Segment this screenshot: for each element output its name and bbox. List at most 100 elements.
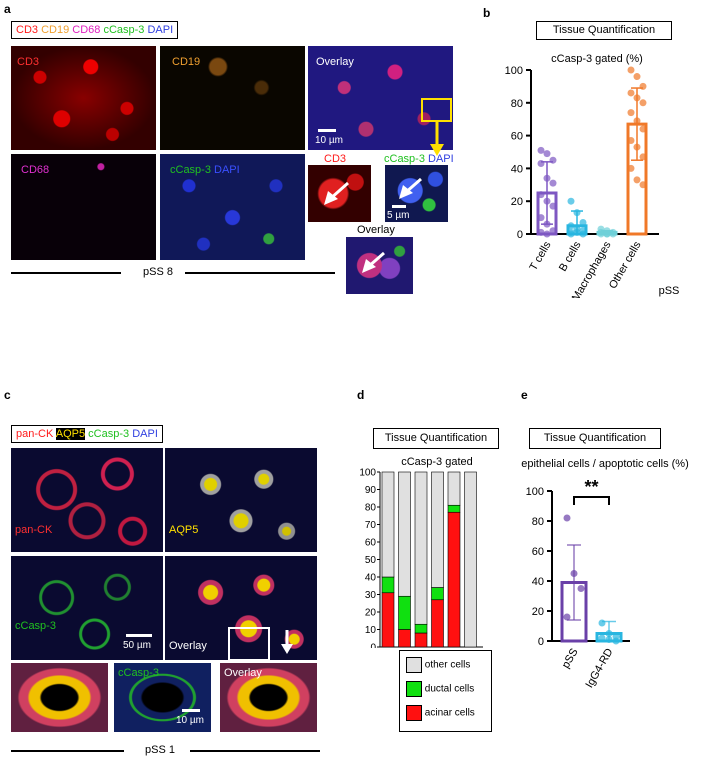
chart-d-ytick-label: 0	[370, 643, 376, 649]
panel-d-letter: d	[357, 388, 365, 402]
chart-b-ytick-label: 40	[511, 163, 523, 175]
chart-b-point	[543, 197, 551, 205]
zoom-region-box-c	[228, 627, 270, 660]
scale-label-50um: 50 µm	[123, 640, 151, 651]
scale-bar-50um	[126, 634, 152, 637]
chart-e-ytick-label: 40	[532, 576, 544, 588]
chart-d-title: cCasp-3 gated	[401, 456, 473, 468]
chart-d-ytick-label: 70	[365, 520, 377, 531]
chart-d-ytick-label: 80	[365, 503, 377, 514]
panel-b-title-box: Tissue Quantification	[536, 21, 672, 40]
chart-d-bar-segment	[464, 471, 477, 648]
micrograph-panck: pan-CK	[11, 448, 163, 552]
chart-b-point	[639, 82, 647, 90]
zoom-label-ccasp3-dapi: cCasp-3 DAPI	[384, 153, 454, 165]
chart-b-point	[537, 191, 545, 199]
chart-e-xtick-label: IgG4-RD	[584, 646, 616, 690]
scale-bar-5um	[392, 205, 406, 208]
chart-e-point	[605, 636, 613, 643]
legend-ccasp3-c: cCasp-3	[88, 428, 130, 440]
chart-b-title: cCasp-3 gated (%)	[551, 53, 643, 65]
chart-b-point	[627, 66, 635, 74]
chart-b-point	[573, 209, 581, 217]
chart-b-point	[567, 222, 575, 230]
zoom-label-dapi: DAPI	[428, 153, 454, 165]
chart-b-point	[639, 125, 647, 133]
chart-d-bar-segment	[414, 623, 428, 634]
chart-b-point	[609, 230, 617, 238]
zoom-label-ccasp3: cCasp-3	[384, 153, 425, 165]
sample-label-c: pSS 1	[145, 744, 175, 756]
chart-e-significance-label: **	[584, 477, 598, 497]
zoom-overlay	[346, 237, 413, 294]
chart-d-bar-segment	[381, 592, 395, 648]
chart-d-bar-segment	[414, 471, 428, 625]
panel-c-letter: c	[4, 388, 11, 402]
panel-d-legend: other cells ductal cells acinar cells	[399, 650, 492, 732]
chart-b-point	[627, 137, 635, 145]
chart-b-xlabel: pSS	[659, 285, 680, 297]
chart-b-point	[633, 176, 641, 184]
chart-b-point	[537, 214, 545, 222]
chart-b-ytick-label: 20	[511, 196, 523, 208]
tile-label-overlay-c: Overlay	[169, 640, 207, 652]
chart-e-ytick-label: 0	[538, 636, 544, 648]
legend-panck: pan-CK	[16, 428, 54, 440]
chart-b-point	[543, 220, 551, 228]
micrograph-overlay-c: Overlay	[165, 556, 317, 660]
zoom-arrow	[430, 120, 444, 156]
micrograph-ccasp3-c: cCasp-3 50 µm	[11, 556, 163, 660]
swatch-other	[406, 657, 422, 673]
tile-label-ccasp3-c: cCasp-3	[15, 620, 56, 632]
chart-b-point	[603, 230, 611, 238]
chart-e-point	[605, 630, 613, 637]
chart-b-point	[579, 230, 587, 238]
chart-b-point	[639, 153, 647, 161]
chart-e-point	[598, 634, 606, 642]
chart-b-xtick-label: T cells	[527, 239, 553, 273]
chart-b-point	[633, 143, 641, 151]
chart-d-bar-segment	[431, 471, 444, 588]
legend-label-other: other cells	[424, 659, 471, 671]
legend-dapi: DAPI	[147, 24, 174, 36]
micrograph-aqp5: AQP5	[165, 448, 317, 552]
label-ccasp3: cCasp-3	[170, 164, 211, 176]
legend-cd19: CD19	[41, 24, 70, 36]
chart-d-bar-segment	[381, 471, 395, 578]
chart-b-point	[633, 73, 641, 81]
chart-d-bar-segment	[431, 587, 444, 601]
chart-e-ytick-label: 20	[532, 606, 544, 618]
chart-b-point	[543, 150, 551, 158]
chart-d-ytick-label: 30	[365, 590, 377, 601]
chart-b-point	[567, 230, 575, 238]
legend-item-ductal: ductal cells	[406, 681, 474, 697]
zoom-c-overlay: Overlay	[220, 663, 317, 732]
scale-label-5um: 5 µm	[387, 210, 410, 221]
panel-c-channel-legend: pan-CK AQP5 cCasp-3 DAPI	[11, 425, 163, 443]
chart-d-ytick-label: 90	[365, 485, 377, 496]
chart-e-point	[598, 619, 606, 627]
chart-e-point	[577, 585, 585, 592]
legend-ccasp3: cCasp-3	[103, 24, 145, 36]
chart-e-ytick-label: 60	[532, 546, 544, 558]
chart-b-point	[549, 179, 557, 187]
sample-label-a: pSS 8	[143, 266, 173, 278]
chart-d-bar-segment	[398, 471, 411, 597]
legend-item-acinar: acinar cells	[406, 705, 475, 721]
micrograph-cd19: CD19	[160, 46, 305, 150]
chart-b-point	[573, 228, 581, 236]
scale-label-10um-c: 10 µm	[176, 715, 204, 726]
chart-d-bar-segment	[447, 504, 461, 513]
tile-label-cd68: CD68	[21, 164, 50, 176]
chart-b-point	[567, 197, 575, 205]
legend-label-acinar: acinar cells	[424, 707, 475, 719]
chart-e-point	[612, 637, 620, 645]
chart-d-ytick-label: 60	[365, 538, 377, 549]
zoom-c-merge	[11, 663, 108, 732]
micrograph-ccasp3-dapi: cCasp-3 DAPI	[160, 154, 305, 260]
sample-line-c-right	[190, 750, 320, 752]
chart-b-point	[639, 99, 647, 107]
scale-bar-10um	[318, 129, 336, 132]
micrograph-cd68: CD68	[11, 154, 156, 260]
chart-b-point	[633, 94, 641, 102]
